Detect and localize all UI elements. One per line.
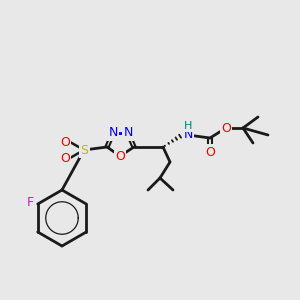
Text: N: N	[123, 127, 133, 140]
Text: O: O	[115, 149, 125, 163]
Text: O: O	[221, 122, 231, 134]
Text: O: O	[205, 146, 215, 158]
Text: F: F	[27, 196, 34, 209]
Text: S: S	[80, 143, 88, 157]
Text: O: O	[60, 152, 70, 164]
Text: O: O	[60, 136, 70, 148]
Text: N: N	[108, 127, 118, 140]
Text: H: H	[184, 121, 192, 131]
Text: N: N	[183, 128, 193, 142]
